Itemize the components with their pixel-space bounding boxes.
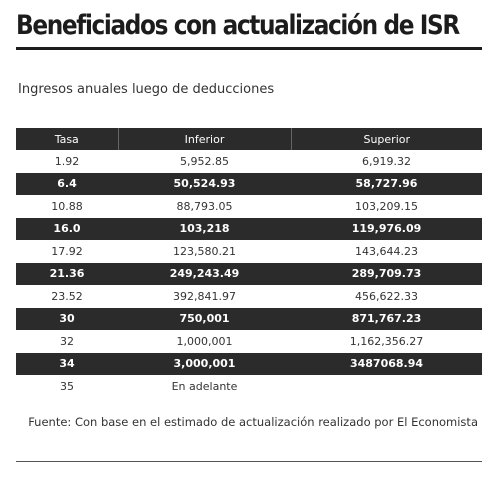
table-row: 35 En adelante	[16, 375, 482, 398]
cell-tasa: 30	[16, 307, 118, 330]
cell-inferior: 123,580.21	[173, 244, 236, 258]
cell-inferior: 5,952.85	[180, 154, 229, 168]
cell-inferior: 88,793.05	[176, 199, 233, 213]
cell-tasa: 34	[16, 352, 118, 375]
cell-superior: 119,976.09	[291, 217, 482, 240]
table-subtitle: Ingresos anuales luego de deducciones	[18, 82, 275, 97]
cell-superior: 871,767.23	[291, 307, 482, 330]
table-header-row: Tasa Inferior Superior	[16, 128, 482, 150]
cell-superior: 3487068.94	[291, 352, 482, 375]
cell-tasa: 23.52	[51, 289, 83, 303]
cell-inferior: 1,000,001	[176, 334, 233, 348]
table-row: 1.92 5,952.85 6,919.32	[16, 150, 482, 173]
cell-inferior: 103,218	[118, 217, 291, 240]
cell-inferior: 50,524.93	[118, 172, 291, 195]
table-row: 32 1,000,001 1,162,356.27	[16, 330, 482, 353]
table-row: 10.88 88,793.05 103,209.15	[16, 195, 482, 218]
table-row: 21.36 249,243.49 289,709.73	[16, 262, 482, 285]
cell-superior: 143,644.23	[355, 244, 418, 258]
cell-tasa: 17.92	[51, 244, 83, 258]
cell-inferior: 249,243.49	[118, 262, 291, 285]
cell-superior: 1,162,356.27	[349, 334, 424, 348]
table-row: 17.92 123,580.21 143,644.23	[16, 240, 482, 263]
source-note: Fuente: Con base en el estimado de actua…	[28, 415, 478, 429]
cell-inferior: 392,841.97	[173, 289, 236, 303]
cell-inferior: 750,001	[118, 307, 291, 330]
cell-tasa: 32	[60, 334, 74, 348]
cell-superior: 103,209.15	[355, 199, 418, 213]
cell-inferior: En adelante	[171, 379, 238, 393]
table-row: 23.52 392,841.97 456,622.33	[16, 285, 482, 308]
cell-superior	[291, 375, 482, 398]
cell-tasa: 21.36	[16, 262, 118, 285]
table-row: 30 750,001 871,767.23	[16, 307, 482, 330]
cell-tasa: 16.0	[16, 217, 118, 240]
cell-superior: 58,727.96	[291, 172, 482, 195]
title-underline	[16, 47, 482, 50]
cell-tasa: 6.4	[16, 172, 118, 195]
cell-inferior: 3,000,001	[118, 352, 291, 375]
column-header-tasa: Tasa	[16, 128, 118, 150]
table-row: 16.0 103,218 119,976.09	[16, 217, 482, 240]
cell-tasa: 10.88	[51, 199, 83, 213]
cell-tasa: 1.92	[54, 154, 80, 168]
column-header-inferior: Inferior	[117, 128, 291, 150]
cell-superior: 6,919.32	[362, 154, 411, 168]
table-row: 34 3,000,001 3487068.94	[16, 352, 482, 375]
cell-superior: 289,709.73	[291, 262, 482, 285]
cell-tasa: 35	[60, 379, 74, 393]
footer-divider	[16, 461, 482, 462]
page-title: Beneficiados con actualización de ISR	[16, 10, 460, 41]
column-header-superior: Superior	[290, 128, 482, 150]
isr-rates-table: Tasa Inferior Superior 1.92 5,952.85 6,9…	[16, 128, 482, 398]
table-row: 6.4 50,524.93 58,727.96	[16, 172, 482, 195]
cell-superior: 456,622.33	[355, 289, 418, 303]
